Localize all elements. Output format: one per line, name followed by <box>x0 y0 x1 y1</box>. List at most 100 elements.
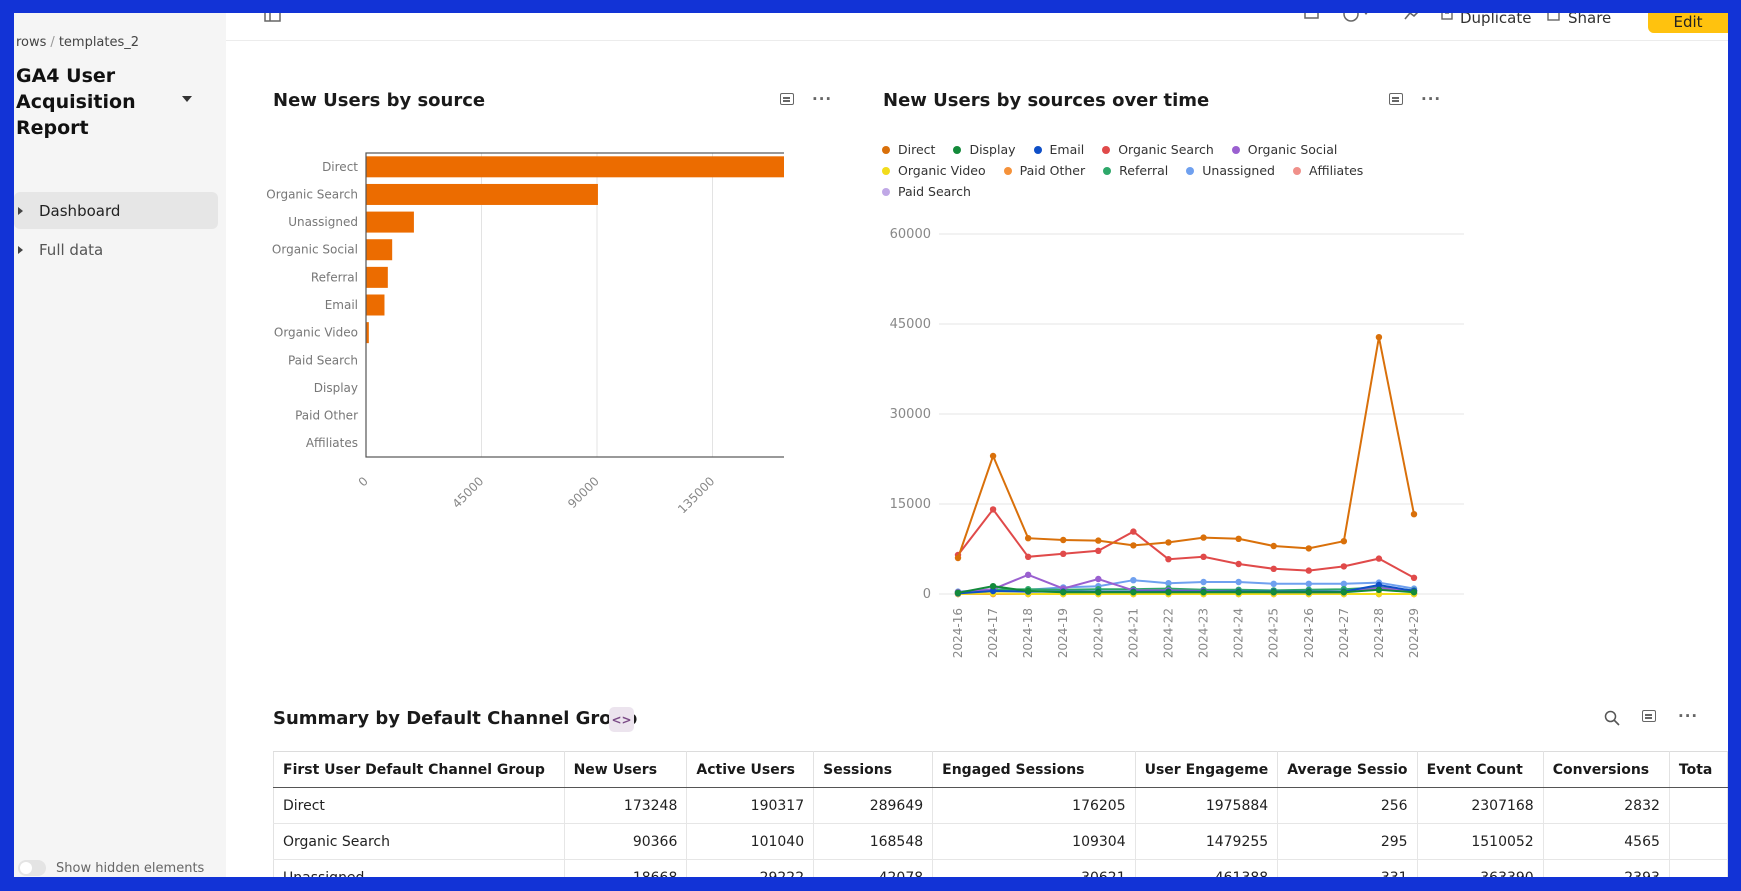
data-point[interactable] <box>1200 589 1207 596</box>
column-header[interactable]: Active Users <box>686 751 815 788</box>
duplicate-button[interactable]: Duplicate <box>1460 13 1532 27</box>
data-point[interactable] <box>1375 586 1383 593</box>
table-cell[interactable]: 1479255 <box>1135 823 1279 860</box>
edit-button[interactable]: Edit <box>1648 13 1728 33</box>
legend-item[interactable]: Paid Search <box>882 183 971 200</box>
comment-icon[interactable] <box>1304 13 1320 23</box>
data-point[interactable] <box>1095 537 1102 544</box>
legend-item[interactable]: Organic Search <box>1102 141 1214 158</box>
data-point[interactable] <box>1375 555 1383 562</box>
data-point[interactable] <box>1340 563 1348 570</box>
search-icon[interactable] <box>1604 710 1620 726</box>
data-point[interactable] <box>1060 536 1067 544</box>
data-point[interactable] <box>1235 560 1242 568</box>
data-point[interactable] <box>1235 535 1242 542</box>
series-line[interactable] <box>957 586 1415 594</box>
legend-item[interactable]: Paid Other <box>1003 162 1085 179</box>
data-point[interactable] <box>1270 589 1277 596</box>
data-point[interactable] <box>1340 538 1348 545</box>
toggle-switch[interactable] <box>18 860 46 876</box>
data-point[interactable] <box>1165 556 1172 563</box>
table-cell[interactable]: 2393 <box>1543 859 1670 877</box>
data-point[interactable] <box>1200 534 1207 541</box>
data-point[interactable] <box>1410 574 1418 581</box>
table-row[interactable]: Organic Search 90366 101040 168548 10930… <box>273 823 1728 860</box>
data-point[interactable] <box>1024 535 1032 542</box>
data-point[interactable] <box>1270 580 1277 587</box>
data-point[interactable] <box>989 583 997 590</box>
more-options-icon[interactable]: ··· <box>1421 90 1442 108</box>
table-cell[interactable]: 2832 <box>1543 787 1670 824</box>
table-cell[interactable]: 1975884 <box>1135 787 1279 824</box>
column-header[interactable]: Event Count <box>1417 751 1544 788</box>
data-point[interactable] <box>1095 575 1102 583</box>
table-cell[interactable]: 2307168 <box>1417 787 1544 824</box>
bar[interactable] <box>366 183 598 205</box>
bar[interactable] <box>366 211 414 233</box>
legend-item[interactable]: Email <box>1033 141 1084 158</box>
data-point[interactable] <box>1130 589 1137 596</box>
history-icon[interactable] <box>1342 13 1370 23</box>
more-options-icon[interactable]: ··· <box>1678 707 1699 725</box>
legend-item[interactable]: Unassigned <box>1186 162 1275 179</box>
column-header[interactable]: First User Default Channel Group <box>273 751 565 788</box>
table-cell[interactable]: 190317 <box>686 787 815 824</box>
data-point[interactable] <box>1130 542 1137 549</box>
table-cell[interactable]: Unassigned <box>273 859 565 877</box>
sidebar-item-dashboard[interactable]: Dashboard <box>14 192 218 229</box>
legend-item[interactable]: Affiliates <box>1292 162 1363 179</box>
data-point[interactable] <box>1305 545 1312 552</box>
table-cell[interactable]: 30621 <box>932 859 1136 877</box>
data-point[interactable] <box>1410 589 1418 596</box>
duplicate-icon[interactable] <box>1438 13 1454 23</box>
data-point[interactable] <box>1060 589 1067 596</box>
table-cell[interactable]: 4565 <box>1543 823 1670 860</box>
expand-triangle-icon[interactable] <box>18 206 23 215</box>
breadcrumb-root[interactable]: rows <box>16 35 47 50</box>
table-cell[interactable]: 42078 <box>813 859 934 877</box>
table-cell[interactable]: 289649 <box>813 787 934 824</box>
column-header[interactable]: User Engageme <box>1135 751 1279 788</box>
bar[interactable] <box>366 322 369 344</box>
table-cell[interactable]: 331 <box>1277 859 1418 877</box>
data-point[interactable] <box>1305 567 1312 574</box>
table-cell[interactable]: 101040 <box>686 823 815 860</box>
table-cell[interactable] <box>1669 823 1728 860</box>
table-cell[interactable]: 168548 <box>813 823 934 860</box>
column-header[interactable]: Tota <box>1669 751 1728 788</box>
bar[interactable] <box>366 294 385 316</box>
data-point[interactable] <box>954 554 962 562</box>
data-point[interactable] <box>989 506 997 513</box>
data-point[interactable] <box>1165 589 1172 596</box>
table-cell[interactable]: 363390 <box>1417 859 1544 877</box>
table-cell[interactable]: 29222 <box>686 859 815 877</box>
data-point[interactable] <box>1375 334 1383 341</box>
comment-icon[interactable] <box>1642 710 1656 722</box>
table-cell[interactable]: 18668 <box>564 859 688 877</box>
column-header[interactable]: Sessions <box>813 751 934 788</box>
series-line[interactable] <box>957 585 1415 594</box>
table-cell[interactable]: 1510052 <box>1417 823 1544 860</box>
data-point[interactable] <box>1200 578 1207 586</box>
data-point[interactable] <box>1024 571 1032 578</box>
share-button[interactable]: Share <box>1568 13 1612 27</box>
data-point[interactable] <box>1024 553 1032 560</box>
trend-icon[interactable] <box>1404 13 1422 21</box>
table-cell[interactable] <box>1669 859 1728 877</box>
table-cell[interactable]: 295 <box>1277 823 1418 860</box>
sidebar-toggle-icon[interactable] <box>264 13 282 23</box>
data-point[interactable] <box>989 452 997 460</box>
data-point[interactable] <box>1305 580 1312 587</box>
data-point[interactable] <box>989 587 997 595</box>
series-line[interactable] <box>957 592 1414 595</box>
legend-item[interactable]: Direct <box>882 141 935 158</box>
breadcrumb-current[interactable]: templates_2 <box>58 35 140 50</box>
sidebar-item-full-data[interactable]: Full data <box>14 231 218 268</box>
column-header[interactable]: New Users <box>564 751 688 788</box>
legend-item[interactable]: Referral <box>1103 162 1168 179</box>
data-point[interactable] <box>1095 589 1102 596</box>
data-point[interactable] <box>1095 547 1102 554</box>
table-cell[interactable]: Direct <box>273 787 565 824</box>
doc-title[interactable]: GA4 User Acquisition Report <box>16 65 136 139</box>
legend-item[interactable]: Organic Video <box>882 162 986 179</box>
